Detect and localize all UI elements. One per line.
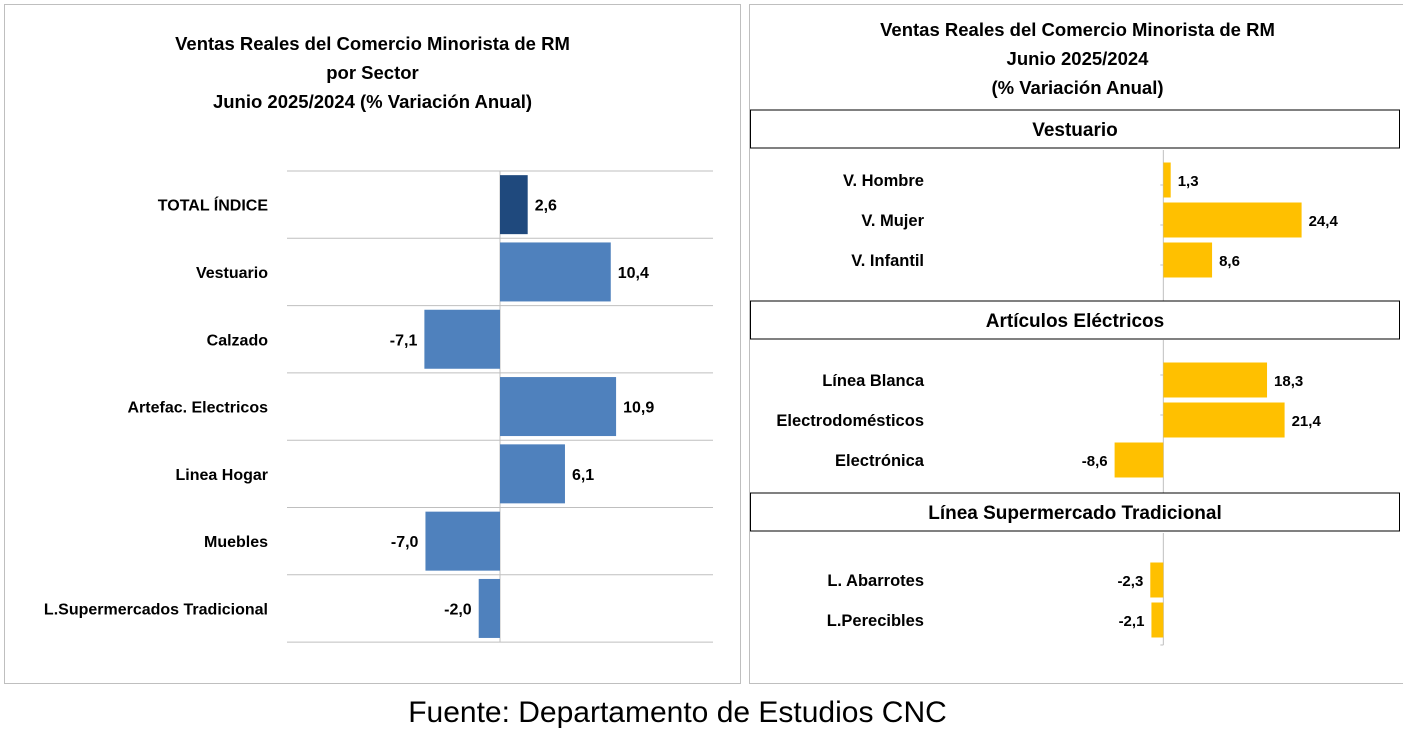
category-label: TOTAL ÍNDICE (158, 196, 269, 215)
data-label: 21,4 (1292, 413, 1322, 430)
left-chart-panel: Ventas Reales del Comercio Minorista de … (4, 4, 741, 684)
data-label: 24,4 (1309, 213, 1339, 230)
bar (500, 242, 611, 302)
left-chart-title: Ventas Reales del Comercio Minorista de … (5, 29, 740, 116)
category-label: Muebles (204, 534, 268, 551)
bar (425, 511, 500, 571)
right-title-line-3: (% Variación Anual) (991, 77, 1164, 98)
category-label: V. Hombre (843, 172, 924, 190)
data-label: 18,3 (1274, 373, 1303, 390)
group-title: Artículos Eléctricos (986, 311, 1164, 332)
group-title: Vestuario (1032, 120, 1118, 141)
bar (1150, 562, 1164, 598)
bar (500, 175, 528, 235)
right-chart-title: Ventas Reales del Comercio Minorista de … (750, 15, 1403, 102)
group-header-box (750, 109, 1400, 149)
data-label: 8,6 (1219, 253, 1240, 270)
category-label: L. Abarrotes (827, 572, 924, 590)
group-header-box (750, 492, 1400, 532)
data-label: 2,6 (535, 198, 557, 215)
data-label: -2,3 (1117, 573, 1143, 590)
category-label: Calzado (207, 332, 269, 349)
category-label: Vestuario (196, 265, 268, 282)
category-label: V. Infantil (851, 252, 924, 270)
category-label: Electrodomésticos (776, 412, 924, 430)
left-title-line-2: por Sector (326, 62, 419, 83)
data-label: -7,0 (391, 534, 419, 551)
category-label: Linea Hogar (176, 467, 268, 484)
data-label: -7,1 (390, 332, 418, 349)
bar (424, 309, 500, 369)
bar (478, 578, 500, 638)
data-label: -8,6 (1082, 453, 1108, 470)
category-label: L.Perecibles (827, 612, 924, 630)
bar (1163, 162, 1171, 198)
bar (1163, 402, 1285, 438)
right-title-line-2: Junio 2025/2024 (1006, 48, 1149, 69)
left-title-line-1: Ventas Reales del Comercio Minorista de … (175, 33, 570, 54)
bar (1163, 202, 1302, 238)
bar (500, 377, 617, 437)
category-label: Electrónica (835, 452, 925, 470)
group-title: Línea Supermercado Tradicional (928, 503, 1222, 524)
data-label: 6,1 (572, 467, 594, 484)
data-label: -2,1 (1119, 613, 1145, 630)
right-chart-panel: Ventas Reales del Comercio Minorista de … (749, 4, 1403, 684)
data-label: 10,4 (618, 265, 649, 282)
bar (1163, 362, 1268, 398)
bar (1151, 602, 1164, 638)
bar (1163, 242, 1213, 278)
group-header-box (750, 300, 1400, 340)
data-label: 10,9 (623, 400, 654, 417)
left-title-line-3: Junio 2025/2024 (% Variación Anual) (212, 91, 533, 112)
bar (500, 444, 565, 504)
category-label: Artefac. Electricos (127, 400, 268, 417)
data-label: -2,0 (444, 601, 472, 618)
left-chart-plot: TOTAL ÍNDICE 2,6 Vestuario 10,4 Calzado -7,1 A… (44, 170, 713, 643)
data-label: 1,3 (1178, 173, 1199, 190)
right-title-line-1: Ventas Reales del Comercio Minorista de … (880, 19, 1275, 40)
right-chart-plot: V. Hombre 1,3 V. Mujer 24,4 V. Infantil 8,6 Ve… (750, 109, 1400, 646)
source-note: Fuente: Departamento de Estudios CNC (408, 696, 947, 729)
category-label: Línea Blanca (822, 372, 925, 390)
category-label: V. Mujer (861, 212, 924, 230)
bar (1114, 442, 1164, 478)
category-label: L.Supermercados Tradicional (44, 601, 268, 618)
